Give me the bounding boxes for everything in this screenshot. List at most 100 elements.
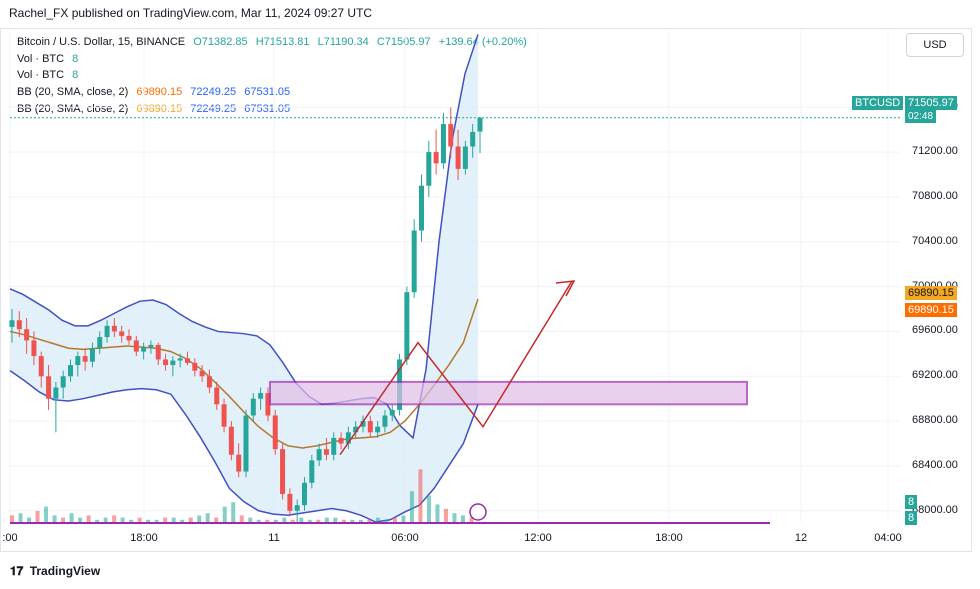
bb-upper-value: 72249.25: [190, 86, 237, 98]
candle-body: [323, 449, 329, 455]
time-tick-label: 12: [794, 532, 808, 544]
candle-body: [46, 376, 52, 399]
candle-body: [338, 437, 344, 444]
price-tick-label: 68400.00: [912, 458, 958, 471]
bb-label: BB (20, SMA, close, 2): [17, 86, 129, 98]
candle-body: [448, 124, 454, 147]
countdown-tag: 02:48: [905, 110, 937, 123]
currency-button[interactable]: USD: [906, 33, 964, 57]
bb-legend-2[interactable]: BB (20, SMA, close, 2) 69890.15 72249.25…: [17, 103, 295, 115]
volume-bar: [282, 517, 287, 522]
candle-body: [389, 409, 395, 416]
bollinger-basis-line: [9, 298, 479, 449]
volume-bar: [78, 517, 83, 522]
candle-body: [148, 344, 154, 348]
bb-basis-value: 69890.15: [136, 103, 183, 115]
volume-bar: [307, 519, 312, 522]
time-tick-label: 06:00: [391, 532, 419, 544]
candle-body: [155, 344, 161, 360]
price-tick-label: 68000.00: [912, 503, 958, 516]
candle-body: [170, 360, 176, 366]
candle-body: [375, 426, 381, 433]
candle-body: [104, 325, 110, 338]
candle-body: [163, 359, 169, 366]
last-price-tag: 71505.97: [905, 96, 957, 110]
time-tick-label: 04:00: [874, 532, 902, 544]
volume-bar: [367, 519, 372, 522]
volume-bar: [188, 517, 193, 522]
price-tick-label: 69200.00: [912, 369, 958, 382]
candle-body: [470, 131, 476, 147]
candle-body: [221, 404, 227, 427]
candle-body: [462, 146, 468, 169]
candle-body: [53, 387, 59, 399]
volume-bar: [358, 519, 363, 522]
bb-legend-1[interactable]: BB (20, SMA, close, 2) 69890.15 72249.25…: [17, 86, 295, 98]
candle-body: [60, 376, 66, 388]
projection-path: [339, 280, 573, 456]
volume-bar: [324, 517, 329, 522]
candle-body: [214, 387, 220, 405]
volume-bar: [460, 515, 465, 522]
candle-body: [353, 426, 359, 433]
volume-bar: [205, 513, 210, 522]
bb-basis-value: 69890.15: [136, 86, 183, 98]
candle-body: [287, 493, 293, 511]
volume-bar: [409, 491, 414, 522]
symbol-title: Bitcoin / U.S. Dollar, 15, BINANCE: [17, 36, 186, 48]
volume-bar: [129, 519, 134, 522]
candle-body: [111, 325, 117, 332]
volume-legend-2[interactable]: Vol · BTC 8: [17, 69, 83, 81]
candle-body: [367, 421, 373, 433]
volume-label: Vol · BTC: [17, 53, 65, 65]
volume-bar: [103, 517, 108, 522]
candle-body: [265, 393, 271, 416]
candle-body: [97, 337, 103, 349]
candle-body: [126, 335, 132, 341]
ohlc-low: L71190.34: [317, 36, 369, 48]
candle-body: [133, 340, 139, 352]
time-tick-label: 18:00: [655, 532, 683, 544]
candle-body: [185, 358, 190, 363]
price-tick-label: 70400.00: [912, 234, 958, 247]
volume-bar: [469, 517, 474, 522]
volume-bar: [265, 519, 270, 522]
candle-body: [477, 117, 483, 132]
symbol-tag: BTCUSD: [852, 96, 904, 110]
volume-bar: [171, 517, 176, 522]
volume-bar: [95, 519, 100, 522]
candle-body: [119, 331, 125, 336]
volume-bar: [27, 517, 32, 522]
ohlc-open: O71382.85: [193, 36, 248, 48]
volume-legend-1[interactable]: Vol · BTC 8: [17, 53, 83, 65]
candle-body: [411, 230, 417, 293]
volume-bar: [44, 506, 49, 522]
candle-body: [360, 421, 366, 427]
candle-body: [419, 185, 424, 231]
volume-bar: [256, 519, 261, 522]
chart-frame: [0, 28, 972, 552]
bb-label: BB (20, SMA, close, 2): [17, 103, 129, 115]
volume-value: 8: [72, 53, 79, 65]
candle-body: [206, 376, 212, 388]
candle-body: [177, 358, 183, 361]
projection-arrowhead: [555, 280, 576, 297]
ohlc-change: +139.64 (+0.20%): [438, 36, 527, 48]
candle-body: [294, 505, 300, 511]
volume-tag-1: 8: [905, 495, 918, 509]
candle-body: [236, 454, 242, 472]
candle-body: [9, 320, 15, 327]
candle-body: [199, 370, 205, 377]
symbol-legend[interactable]: Bitcoin / U.S. Dollar, 15, BINANCE O7138…: [17, 36, 532, 48]
candle-body: [345, 432, 351, 444]
candle-body: [316, 449, 322, 461]
bollinger-lower-line: [9, 370, 479, 523]
volume-bar: [214, 517, 219, 522]
candle-body: [280, 449, 286, 494]
bb-lower-value: 67531.05: [244, 103, 291, 115]
bb-lower-value: 67531.05: [244, 86, 291, 98]
tradingview-brand[interactable]: 𝟏𝟕 TradingView: [10, 564, 100, 579]
volume-bar: [426, 495, 431, 522]
volume-bar: [222, 506, 227, 522]
